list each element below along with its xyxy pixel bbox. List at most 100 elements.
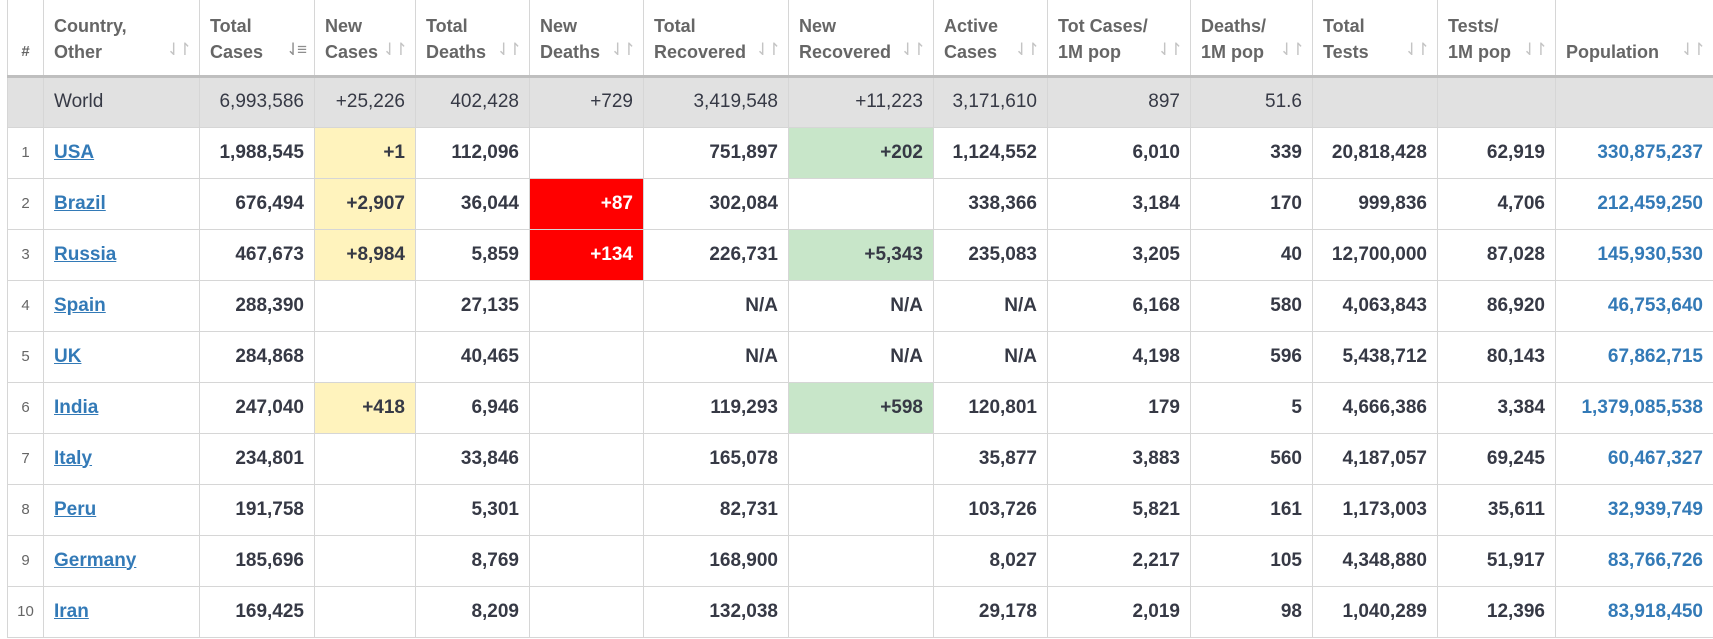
header-label: Tests [1323,41,1369,62]
row-index: 6 [7,381,44,434]
sort-icon[interactable]: ⇃≡ [285,39,307,59]
total-recovered: 119,293 [643,381,789,434]
header-label: Active [944,15,999,36]
sort-icon[interactable]: ⇃↾ [900,39,926,59]
population: 330,875,237 [1555,126,1713,179]
table-row: 1 USA 1,988,545 +1 112,096 751,897 +202 1,124,5… [7,126,1713,179]
new-cases: +2,907 [314,177,416,230]
population: 46,753,640 [1555,279,1713,332]
col-header-total-cases[interactable]: Total Cases ⇃≡ [199,0,315,78]
new-recovered: +598 [788,381,934,434]
active-cases: 35,877 [933,432,1048,485]
country-link[interactable]: Peru [54,498,97,520]
total-recovered: 302,084 [643,177,789,230]
tests-per-1m: 4,706 [1437,177,1556,230]
col-header-deaths-per-1m[interactable]: Deaths/1M pop ⇃↾ [1190,0,1313,78]
deaths-per-1m: 40 [1190,228,1313,281]
sort-icon[interactable]: ⇃↾ [1680,39,1706,59]
active-cases: 338,366 [933,177,1048,230]
new-recovered: N/A [788,330,934,383]
col-header-tests-per-1m[interactable]: Tests/1M pop ⇃↾ [1437,0,1556,78]
country-link[interactable]: Spain [54,294,106,316]
tests-per-1m: 62,919 [1437,126,1556,179]
col-header-new-recovered[interactable]: New Recovered ⇃↾ [788,0,934,78]
country-cell: UK [43,330,200,383]
header-label: Country, [54,15,127,36]
tests-per-1m: 51,917 [1437,534,1556,587]
total-tests: 20,818,428 [1312,126,1438,179]
new-cases [314,279,416,332]
total-tests: 4,348,880 [1312,534,1438,587]
sort-icon[interactable]: ⇃↾ [1279,39,1305,59]
total-recovered: 132,038 [643,585,789,638]
deaths-per-1m: 5 [1190,381,1313,434]
country-cell: USA [43,126,200,179]
total-cases: 185,696 [199,534,315,587]
sort-icon[interactable]: ⇃↾ [610,39,636,59]
population: 60,467,327 [1555,432,1713,485]
col-header-new-cases[interactable]: New Cases ⇃↾ [314,0,416,78]
new-recovered: N/A [788,279,934,332]
header-label: Tests/ [1448,15,1499,36]
population: 145,930,530 [1555,228,1713,281]
country-link[interactable]: USA [54,141,95,163]
country-cell: Italy [43,432,200,485]
col-header-cases-per-1m[interactable]: Tot Cases/1M pop ⇃↾ [1047,0,1191,78]
sort-icon[interactable]: ⇃↾ [166,39,192,59]
row-index: 2 [7,177,44,230]
new-deaths [529,330,644,383]
new-deaths [529,126,644,179]
total-tests: 4,063,843 [1312,279,1438,332]
header-label: Other [54,41,103,62]
col-header-new-deaths[interactable]: New Deaths ⇃↾ [529,0,644,78]
sort-icon[interactable]: ⇃↾ [1404,39,1430,59]
country-link[interactable]: Italy [54,447,93,469]
sort-icon[interactable]: ⇃↾ [1157,39,1183,59]
deaths-per-1m: 98 [1190,585,1313,638]
country-link[interactable]: Brazil [54,192,106,214]
country-cell: Iran [43,585,200,638]
total-recovered: 165,078 [643,432,789,485]
col-header-total-deaths[interactable]: Total Deaths ⇃↾ [415,0,530,78]
header-label: Recovered [799,41,892,62]
total-cases: 191,758 [199,483,315,536]
col-header-country[interactable]: Country, Other ⇃↾ [43,0,200,78]
sort-icon[interactable]: ⇃↾ [1014,39,1040,59]
total-cases: 6,993,586 [199,75,315,128]
table-row: 8 Peru 191,758 5,301 82,731 103,726 5,821 161 1,… [7,483,1713,536]
population [1555,75,1713,128]
country-link[interactable]: Germany [54,549,137,571]
col-header-population[interactable]: Population ⇃↾ [1555,0,1713,78]
country-cell: Germany [43,534,200,587]
header-label: Tot Cases/ [1058,15,1148,36]
cases-per-1m: 2,019 [1047,585,1191,638]
header-label: # [21,42,30,60]
sort-icon[interactable]: ⇃↾ [496,39,522,59]
table-row: 3 Russia 467,673 +8,984 5,859 +134 226,731 +5,3… [7,228,1713,281]
new-recovered [788,432,934,485]
sort-icon[interactable]: ⇃↾ [382,39,408,59]
total-cases: 247,040 [199,381,315,434]
new-recovered [788,534,934,587]
population: 83,766,726 [1555,534,1713,587]
total-cases: 284,868 [199,330,315,383]
row-index: 9 [7,534,44,587]
cases-per-1m: 5,821 [1047,483,1191,536]
country-link[interactable]: UK [54,345,82,367]
cases-per-1m: 897 [1047,75,1191,128]
header-label: Population [1566,41,1659,62]
col-header-total-recovered[interactable]: Total Recovered ⇃↾ [643,0,789,78]
cases-per-1m: 3,205 [1047,228,1191,281]
country-link[interactable]: Iran [54,600,89,622]
country-link[interactable]: Russia [54,243,117,265]
country-link[interactable]: India [54,396,99,418]
sort-icon[interactable]: ⇃↾ [755,39,781,59]
header-label: 1M pop [1058,41,1121,62]
col-header-total-tests[interactable]: Total Tests ⇃↾ [1312,0,1438,78]
col-header-active-cases[interactable]: Active Cases ⇃↾ [933,0,1048,78]
header-label: Cases [944,41,998,62]
tests-per-1m: 80,143 [1437,330,1556,383]
sort-icon[interactable]: ⇃↾ [1522,39,1548,59]
new-cases [314,534,416,587]
col-header-index: # [7,0,44,78]
